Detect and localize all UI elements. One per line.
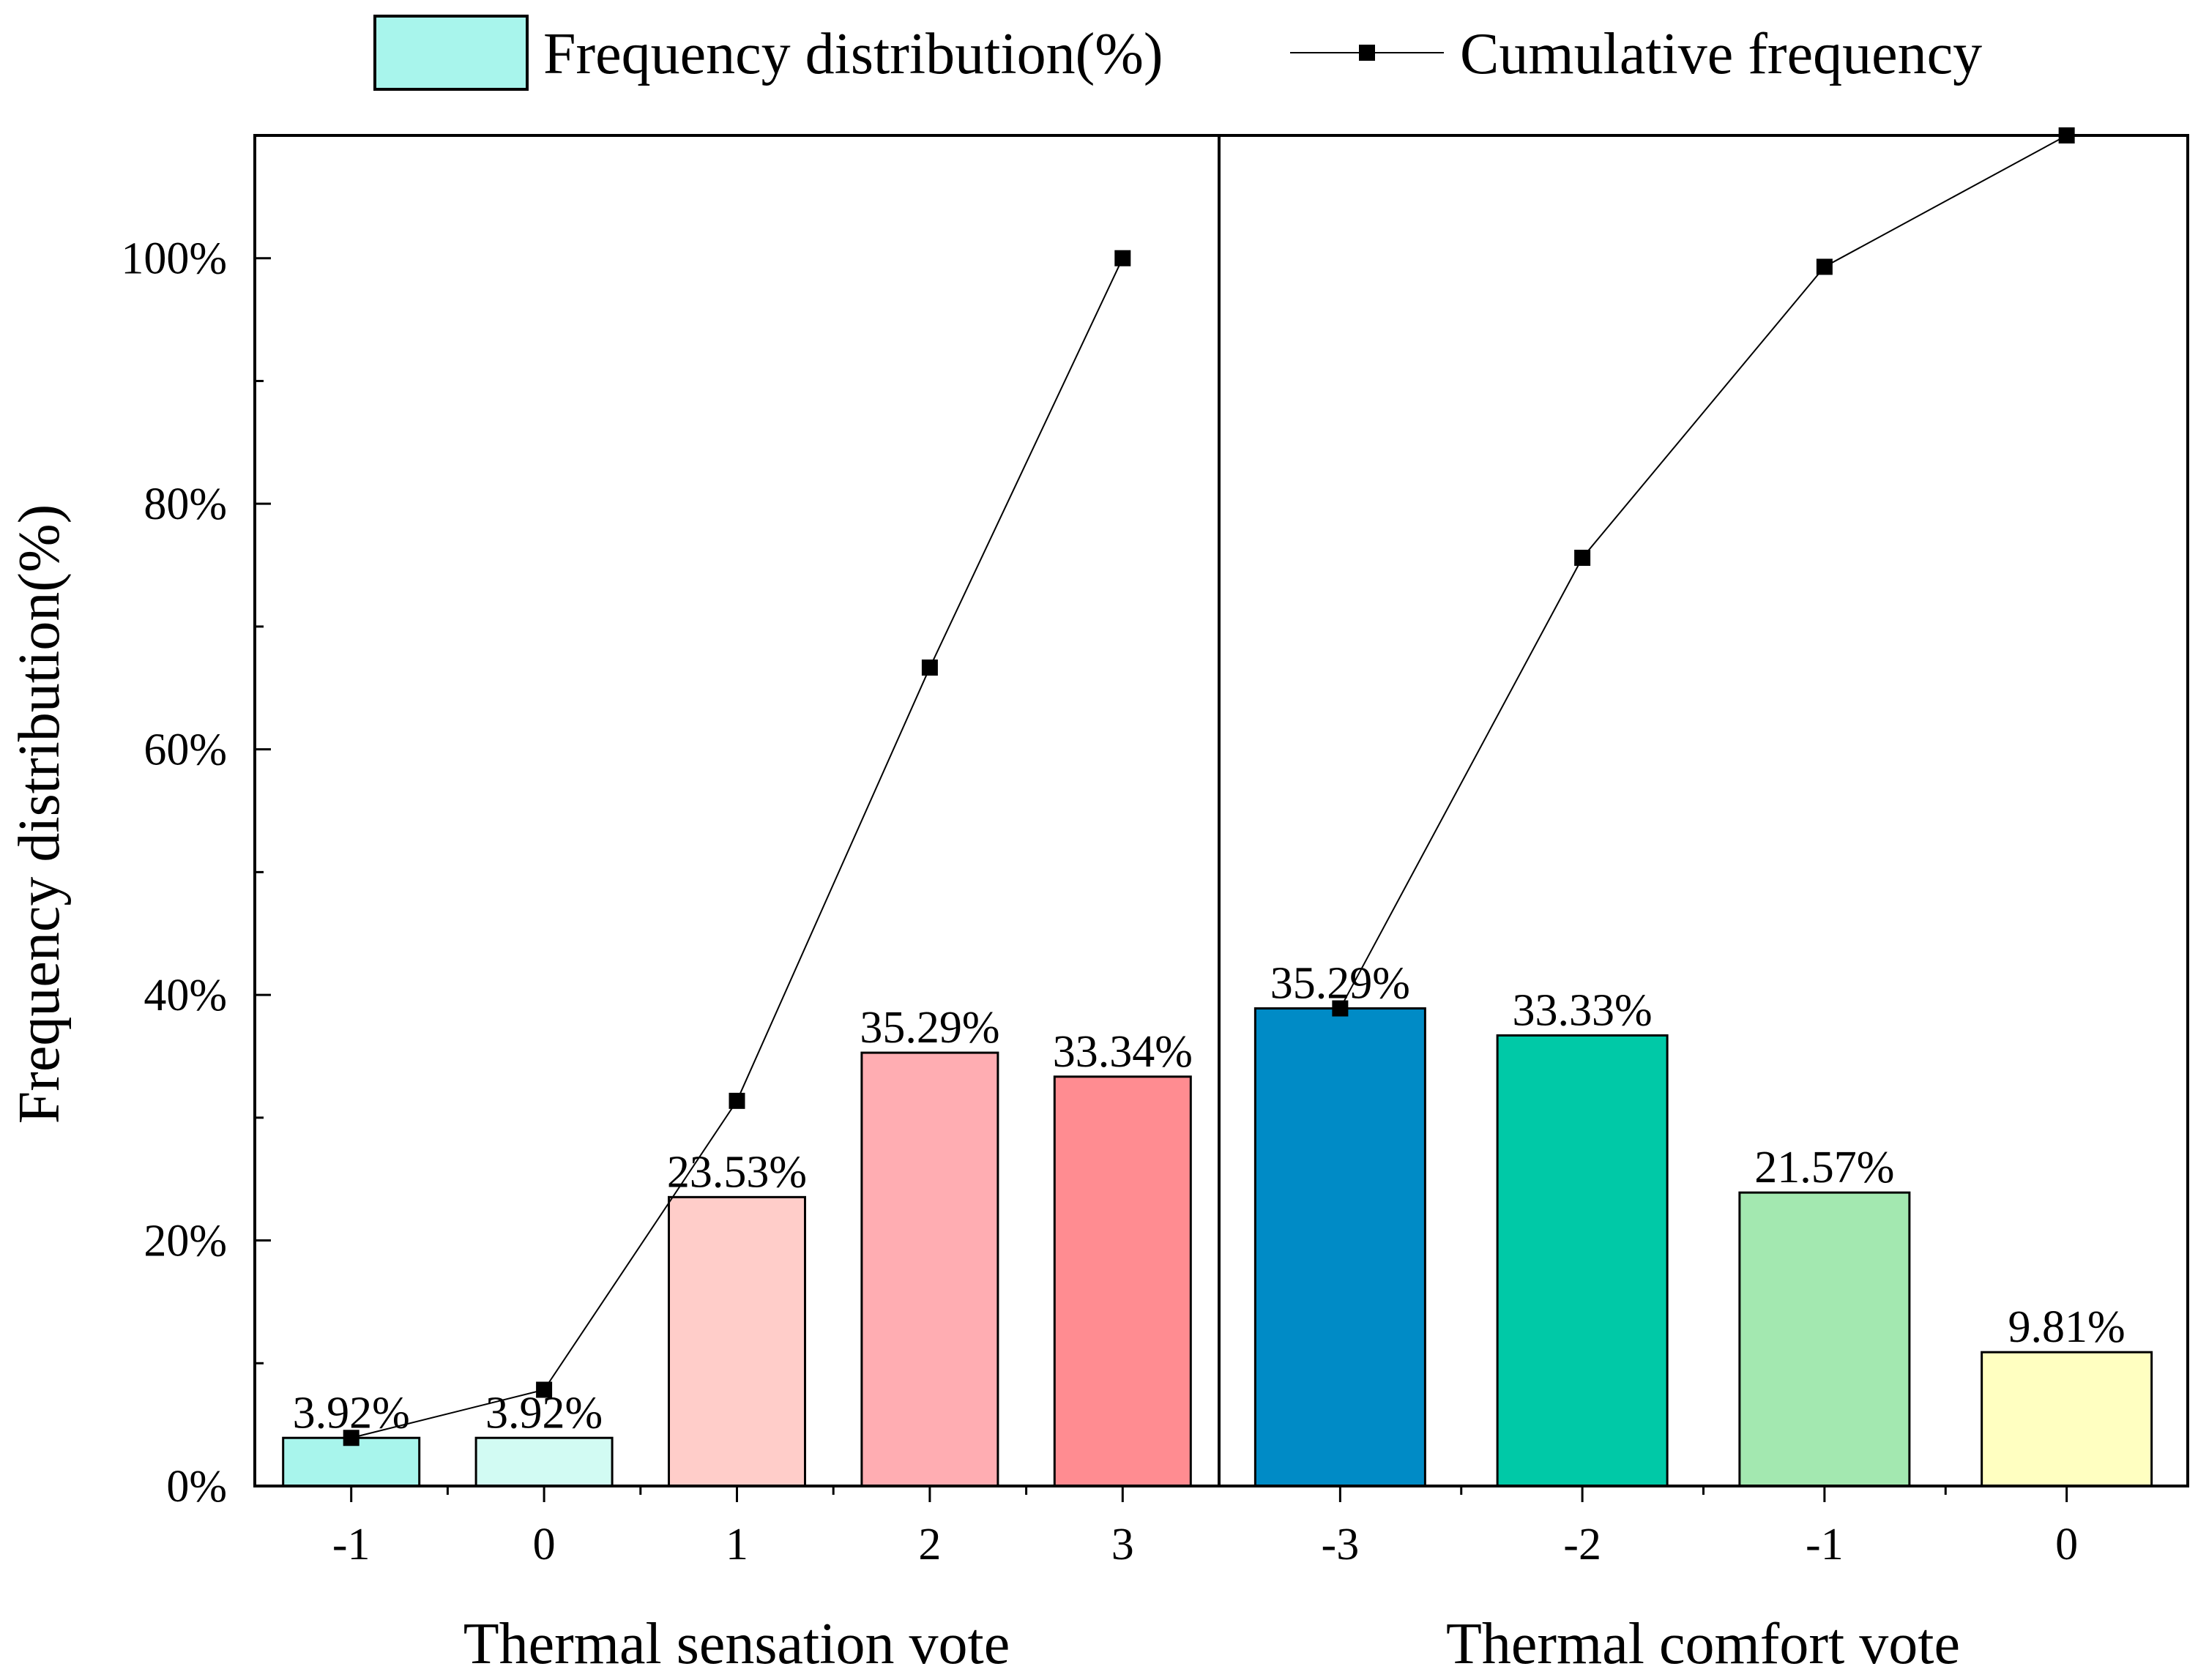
- plot-area: 0% 20% 40% 60% 80% 100% -1 0 1 2 3 3.92% 3.92% 23.53%…: [121, 127, 2189, 1569]
- panel-2-cumulative-marker: [1574, 549, 1591, 566]
- legend-line-label: Cumulative frequency: [1460, 22, 1982, 86]
- panel-2-xlabel: Thermal comfort vote: [1446, 1612, 1960, 1676]
- panel-1-bar: [1053, 1075, 1192, 1487]
- panel-1-data-label: 3.92%: [293, 1388, 410, 1438]
- y-tick-label: 40%: [144, 971, 227, 1020]
- panel-1-data-label: 33.34%: [1053, 1027, 1193, 1077]
- panel-1-x-tick-label: 0: [533, 1520, 556, 1569]
- legend: Frequency distribution(%) Cumulative fre…: [373, 15, 1982, 91]
- panel-1-x-tick-label: 3: [1111, 1520, 1134, 1569]
- panel-1-cumulative-marker: [729, 1092, 745, 1109]
- panel-1-data-label: 23.53%: [667, 1147, 807, 1197]
- panel-2-bar: [1253, 1007, 1426, 1487]
- panel-2-data-label: 35.29%: [1270, 959, 1410, 1009]
- panel-1-bar: [668, 1195, 806, 1487]
- y-axis-title: Frequency distribution(%): [7, 504, 72, 1124]
- panel-1-x-tick-label: 2: [918, 1520, 941, 1569]
- panel-2-data-label: 21.57%: [1754, 1143, 1894, 1192]
- panel-2-bar: [1981, 1351, 2153, 1487]
- plot-frame: [253, 134, 2189, 1487]
- legend-bar-label: Frequency distribution(%): [543, 22, 1163, 86]
- panel-2-bar: [1738, 1191, 1911, 1487]
- panel-1-cumulative-marker: [536, 1381, 553, 1398]
- panel-2-bar: [1496, 1034, 1669, 1487]
- panel-2-x-tick-label: -3: [1322, 1520, 1360, 1569]
- legend-bar-swatch: [373, 15, 529, 91]
- panel-1-x-tick-label: -1: [332, 1520, 370, 1569]
- y-tick-label: 60%: [144, 725, 227, 775]
- panel-1-cumulative-marker: [921, 659, 938, 676]
- panel-1-cumulative-marker: [343, 1430, 359, 1446]
- panel-2-data-label: 33.33%: [1513, 985, 1653, 1035]
- y-tick-label: 0%: [166, 1462, 227, 1512]
- y-tick-label: 100%: [121, 234, 227, 284]
- panel-1-data-label: 3.92%: [485, 1388, 603, 1438]
- panel-1-x-tick-label: 1: [726, 1520, 748, 1569]
- panel-1-bar: [860, 1051, 999, 1487]
- legend-line-marker: [1359, 45, 1375, 61]
- panel-1-bar: [474, 1436, 614, 1487]
- y-tick-label: 80%: [144, 479, 227, 529]
- panel-1-cumulative-marker: [1114, 250, 1131, 266]
- panel-2-x-tick-label: 0: [2055, 1520, 2078, 1569]
- panel-1-data-label: 35.29%: [860, 1003, 999, 1053]
- panel-1-xlabel: Thermal sensation vote: [463, 1612, 1010, 1676]
- panel-2-cumulative-marker: [1332, 1000, 1349, 1017]
- panel-2-x-tick-label: -2: [1563, 1520, 1601, 1569]
- panel-2-data-label: 9.81%: [2008, 1302, 2126, 1352]
- y-tick-label: 20%: [144, 1217, 227, 1266]
- panel-2-cumulative-marker: [1816, 258, 1833, 275]
- panel-2-cumulative-line: [1339, 135, 2068, 1009]
- panel-2-x-tick-label: -1: [1806, 1520, 1844, 1569]
